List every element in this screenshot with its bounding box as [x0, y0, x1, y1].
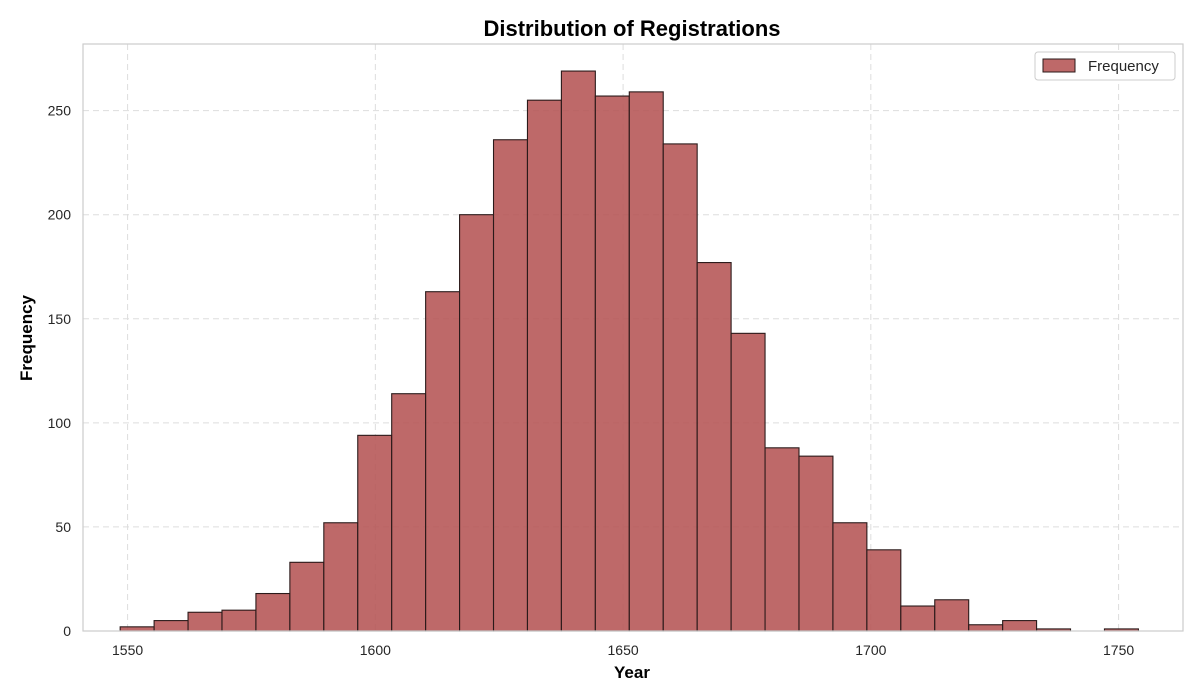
histogram-bar: [153, 620, 189, 632]
x-tick-label: 1750: [1103, 642, 1134, 658]
histogram-bar: [289, 561, 325, 632]
histogram-bar: [425, 291, 461, 632]
plot-frame: [82, 43, 1184, 632]
x-tick-label: 1550: [112, 642, 143, 658]
legend: Frequency: [1034, 51, 1176, 81]
legend-label: Frequency: [1088, 58, 1159, 75]
tick-labels: 1550 1600 1650 1700 1750 0 50 100 150 200 250: [48, 103, 1135, 658]
histogram-bar: [526, 99, 562, 632]
histogram-bar: [594, 95, 630, 632]
histogram-bar: [764, 447, 800, 632]
histogram-bar: [255, 592, 291, 632]
histogram-bar: [662, 143, 698, 632]
y-tick-label: 50: [55, 519, 71, 535]
histogram-bar: [866, 549, 902, 632]
histogram-bar: [119, 626, 155, 632]
histogram-bar: [492, 139, 529, 632]
y-tick-label: 100: [48, 415, 72, 431]
histogram-bar: [221, 609, 257, 632]
histogram-bar: [323, 522, 359, 632]
histogram-bar: [628, 91, 664, 632]
histogram-bar: [934, 599, 970, 632]
histogram-bar: [357, 434, 393, 632]
histogram-bar: [391, 393, 427, 632]
histogram-bar: [696, 262, 732, 632]
histogram-bar: [1002, 620, 1038, 632]
histogram-bar: [187, 611, 223, 632]
legend-swatch: [1042, 58, 1076, 73]
histogram-bar: [832, 522, 868, 632]
histogram-bar: [968, 624, 1004, 632]
histogram-bar: [900, 605, 936, 632]
x-axis-title: Year: [614, 663, 650, 682]
bars-group: [119, 70, 1139, 632]
x-tick-label: 1650: [608, 642, 639, 658]
histogram-bar: [730, 332, 766, 632]
y-tick-label: 0: [63, 623, 71, 639]
chart-title: Distribution of Registrations: [484, 16, 781, 41]
histogram-bar: [560, 70, 596, 632]
histogram-bar: [798, 455, 834, 632]
x-tick-label: 1600: [360, 642, 391, 658]
histogram-bar: [459, 214, 495, 632]
y-tick-label: 150: [48, 311, 72, 327]
y-tick-label: 200: [48, 207, 72, 223]
y-tick-label: 250: [48, 103, 72, 119]
y-axis-title: Frequency: [17, 294, 36, 381]
x-tick-label: 1700: [855, 642, 886, 658]
